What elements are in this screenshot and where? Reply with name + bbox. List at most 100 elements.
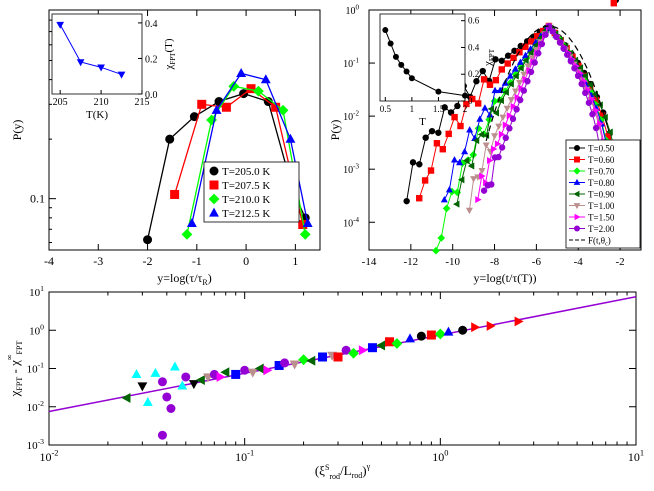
data-point (556, 39, 564, 46)
x-tick-label: -8 (490, 256, 500, 268)
y-tick-label: 0.1 (30, 192, 45, 206)
inset-x-tick-label: 210 (94, 97, 109, 108)
data-point (524, 63, 532, 70)
data-point (442, 204, 451, 213)
inset-point (392, 53, 399, 60)
data-point (461, 147, 469, 155)
data-point (157, 377, 167, 387)
data-point (504, 52, 512, 59)
x-tick-label: -4 (44, 254, 54, 268)
data-point (409, 159, 417, 166)
data-point (511, 65, 519, 72)
data-point (271, 102, 281, 112)
data-point (376, 340, 386, 351)
inset-point (387, 40, 394, 47)
x-tick-label: -14 (362, 256, 377, 268)
data-point (494, 140, 502, 148)
data-point (165, 134, 175, 144)
data-point (428, 127, 436, 135)
data-point (137, 382, 148, 392)
data-point (469, 150, 478, 159)
data-point (476, 115, 484, 122)
data-point (606, 128, 613, 136)
data-point (254, 363, 264, 374)
legend-marker (209, 180, 219, 190)
data-point (571, 65, 578, 72)
inset-line (59, 24, 122, 75)
data-point (474, 100, 482, 107)
data-point (299, 228, 311, 240)
data-point (209, 369, 219, 379)
data-point (181, 228, 193, 240)
panel-c: 10-2 10-1 100 10110-310-210-1100101(ξSrod/L… (5, 284, 644, 481)
fit-curve (485, 25, 609, 142)
data-point (504, 60, 511, 67)
inset-point (398, 61, 405, 68)
data-point (522, 56, 529, 64)
data-point (150, 367, 161, 377)
data-point (456, 158, 464, 166)
data-point (532, 41, 539, 49)
panel-b-frame (368, 9, 642, 251)
data-point (491, 133, 499, 140)
data-point (549, 28, 556, 35)
data-point (467, 162, 475, 170)
data-point (498, 57, 505, 64)
data-point (533, 32, 541, 40)
data-point (491, 86, 499, 94)
data-point (527, 68, 535, 76)
data-point (416, 195, 423, 202)
data-point (592, 124, 600, 132)
data-point (528, 55, 536, 62)
x-tick-label: -10 (445, 256, 460, 268)
data-point (169, 361, 180, 371)
data-point (492, 56, 499, 63)
data-point (435, 129, 442, 136)
y-tick-label: 100 (346, 4, 360, 18)
inset-x-tick-label: 1.5 (433, 104, 445, 114)
data-point (582, 89, 589, 97)
legend-marker (574, 145, 580, 151)
data-point (391, 338, 403, 349)
y-tick-label: 10-2 (27, 399, 45, 414)
data-point (263, 365, 273, 376)
data-point (298, 220, 308, 230)
data-point (240, 365, 250, 375)
data-point (520, 87, 528, 94)
data-point (587, 83, 594, 91)
data-point (457, 176, 465, 184)
data-point (121, 392, 131, 403)
data-point (177, 380, 188, 390)
series-line (191, 72, 309, 224)
y-tick-label: 10-1 (343, 57, 359, 71)
data-point (481, 104, 489, 111)
data-point (385, 337, 395, 347)
data-point (506, 112, 514, 120)
data-point (454, 102, 461, 110)
legend-label: T=0.60 (588, 155, 615, 165)
data-point (472, 137, 480, 145)
x-tick-label: 10-2 (40, 449, 59, 464)
data-point (506, 72, 514, 79)
data-point (513, 106, 520, 113)
data-point (511, 47, 518, 54)
data-point (514, 316, 524, 327)
data-point (197, 99, 207, 109)
data-point (403, 197, 410, 205)
data-point (463, 100, 470, 108)
x-tick-label: 1 (292, 254, 298, 268)
x-tick-label: -3 (93, 254, 103, 268)
data-point (545, 23, 553, 30)
data-point (610, 0, 617, 7)
data-point (604, 133, 612, 140)
legend-marker (573, 167, 581, 175)
inset-y-tick-label: 0.2 (145, 54, 158, 65)
data-point (432, 246, 440, 255)
data-point (585, 99, 593, 106)
data-point (451, 113, 458, 121)
data-point (341, 345, 351, 355)
x-tick-label: 10-1 (235, 449, 254, 464)
inset-x-label: T(K) (86, 109, 108, 121)
data-point (495, 153, 502, 161)
data-point (253, 85, 264, 97)
